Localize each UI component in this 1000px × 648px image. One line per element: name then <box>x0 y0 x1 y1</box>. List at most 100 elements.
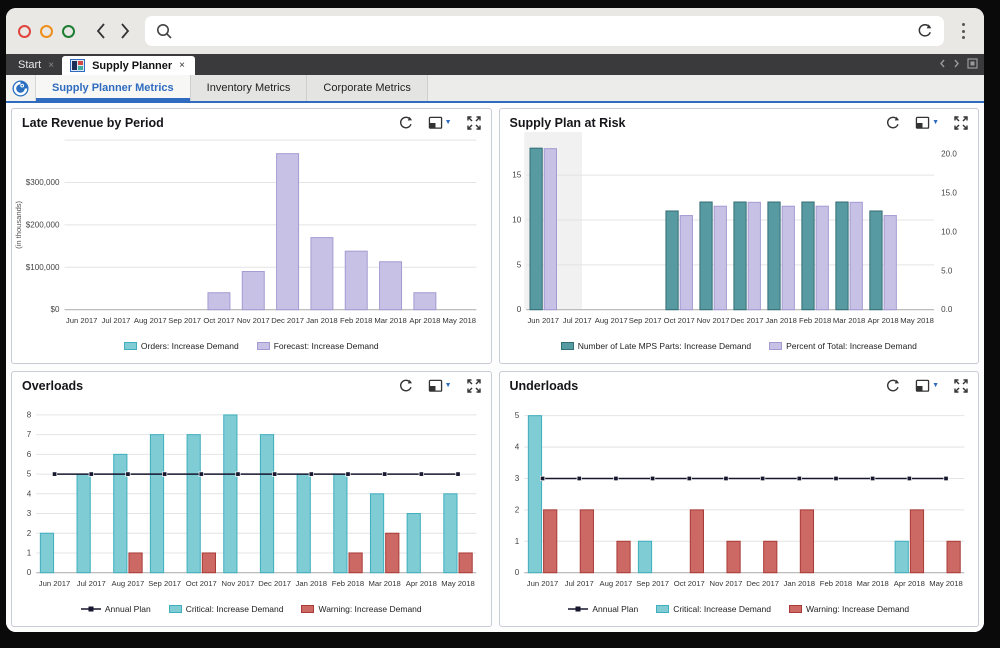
forward-icon <box>121 23 130 39</box>
svg-text:Jul 2017: Jul 2017 <box>562 316 591 325</box>
supply-planner-favicon <box>70 59 86 72</box>
svg-text:3: 3 <box>514 474 519 483</box>
svg-text:Mar 2018: Mar 2018 <box>856 579 888 588</box>
legend-item: Critical: Increase Demand <box>168 604 283 614</box>
svg-text:15.0: 15.0 <box>941 189 957 198</box>
svg-text:Oct 2017: Oct 2017 <box>663 316 694 325</box>
refresh-icon[interactable] <box>398 378 413 393</box>
svg-text:Feb 2018: Feb 2018 <box>819 579 851 588</box>
chart-legend: Annual Plan Critical: Increase Demand Warn… <box>500 603 979 619</box>
chart-legend: Orders: Increase Demand Forecast: Increas… <box>12 340 491 356</box>
back-button[interactable] <box>89 19 113 43</box>
close-tab-icon[interactable]: × <box>48 59 55 71</box>
chevron-down-icon: ▼ <box>932 119 939 126</box>
panel-toolbar: ▼ <box>398 378 481 393</box>
refresh-icon[interactable] <box>916 22 934 40</box>
panel-title: Supply Plan at Risk <box>509 115 626 130</box>
svg-text:(in thousands): (in thousands) <box>14 200 23 248</box>
svg-text:Oct 2017: Oct 2017 <box>673 579 704 588</box>
minimize-window-button[interactable] <box>40 24 53 38</box>
svg-text:Nov 2017: Nov 2017 <box>222 579 255 588</box>
tab-supply-planner[interactable]: Supply Planner × <box>62 56 195 75</box>
tab-corporate-metrics[interactable]: Corporate Metrics <box>307 75 428 101</box>
svg-text:Apr 2018: Apr 2018 <box>406 579 437 588</box>
legend-item: Orders: Increase Demand <box>123 341 239 351</box>
search-input[interactable] <box>181 16 916 46</box>
expand-icon[interactable] <box>466 115 481 130</box>
legend-item: Warning: Increase Demand <box>788 604 909 614</box>
svg-text:Sep 2017: Sep 2017 <box>168 316 201 325</box>
svg-text:2: 2 <box>514 505 519 514</box>
svg-text:Jun 2017: Jun 2017 <box>66 316 98 325</box>
expand-icon[interactable] <box>466 378 481 393</box>
layout-dropdown-icon[interactable]: ▼ <box>915 116 939 130</box>
svg-text:$100,000: $100,000 <box>26 263 60 272</box>
svg-text:10.0: 10.0 <box>941 227 957 236</box>
legend-item: Annual Plan <box>568 604 638 614</box>
svg-text:3: 3 <box>27 509 32 518</box>
panel-header: Overloads ▼ <box>12 372 491 393</box>
svg-text:May 2018: May 2018 <box>441 579 475 588</box>
expand-icon[interactable] <box>954 378 968 393</box>
svg-text:Mar 2018: Mar 2018 <box>832 316 864 325</box>
legend-item: Annual Plan <box>80 604 151 614</box>
svg-text:Sep 2017: Sep 2017 <box>628 316 661 325</box>
zoom-window-button[interactable] <box>62 24 75 38</box>
app-window: Start × Supply Planner × <box>6 8 984 632</box>
tab-list-icon[interactable] <box>967 58 978 69</box>
legend-item: Number of Late MPS Parts: Increase Deman… <box>560 341 751 351</box>
bar-swatch-icon <box>788 604 802 613</box>
tab-inventory-metrics[interactable]: Inventory Metrics <box>190 75 308 101</box>
close-window-button[interactable] <box>18 24 31 38</box>
svg-text:15: 15 <box>512 171 521 180</box>
layout-dropdown-icon[interactable]: ▼ <box>428 116 452 130</box>
panel-header: Late Revenue by Period ▼ <box>12 109 491 130</box>
svg-text:0.0: 0.0 <box>941 305 953 314</box>
svg-text:6: 6 <box>27 450 32 459</box>
svg-text:5.0: 5.0 <box>941 266 953 275</box>
browser-menu-button[interactable] <box>954 18 972 44</box>
svg-text:8: 8 <box>27 410 32 419</box>
refresh-icon[interactable] <box>398 115 413 130</box>
panel-toolbar: ▼ <box>885 115 968 130</box>
address-search-bar[interactable] <box>145 16 944 46</box>
svg-text:$0: $0 <box>50 305 59 314</box>
svg-text:Dec 2017: Dec 2017 <box>730 316 763 325</box>
bar-swatch-icon <box>301 604 315 613</box>
svg-text:2: 2 <box>27 529 32 538</box>
window-controls <box>18 24 75 38</box>
refresh-icon[interactable] <box>885 115 900 130</box>
svg-text:May 2018: May 2018 <box>442 316 476 325</box>
svg-text:Jun 2017: Jun 2017 <box>526 579 558 588</box>
svg-text:May 2018: May 2018 <box>929 579 963 588</box>
panel-header: Underloads ▼ <box>500 372 979 393</box>
svg-text:Aug 2017: Aug 2017 <box>134 316 167 325</box>
chart-legend: Annual Plan Critical: Increase Demand Warn… <box>12 603 491 619</box>
panel-toolbar: ▼ <box>398 115 481 130</box>
svg-text:Jan 2018: Jan 2018 <box>783 579 815 588</box>
svg-text:Jun 2017: Jun 2017 <box>527 316 559 325</box>
svg-text:Dec 2017: Dec 2017 <box>271 316 304 325</box>
refresh-icon[interactable] <box>885 378 900 393</box>
svg-text:Jul 2017: Jul 2017 <box>102 316 131 325</box>
close-tab-icon[interactable]: × <box>179 60 185 71</box>
chevron-down-icon: ▼ <box>444 382 452 389</box>
scroll-tabs-right-icon[interactable] <box>953 59 960 68</box>
tab-start[interactable]: Start × <box>6 59 62 75</box>
svg-text:Dec 2017: Dec 2017 <box>746 579 779 588</box>
panel-title: Overloads <box>22 378 84 393</box>
svg-text:4: 4 <box>27 489 32 498</box>
expand-icon[interactable] <box>954 115 968 130</box>
browser-toolbar <box>6 8 984 54</box>
tab-supply-planner-metrics[interactable]: Supply Planner Metrics <box>36 75 191 101</box>
bar-swatch-icon <box>256 341 270 350</box>
forward-button[interactable] <box>113 19 137 43</box>
accent-divider <box>6 101 984 103</box>
scroll-tabs-left-icon[interactable] <box>939 59 946 68</box>
back-icon <box>96 23 105 39</box>
late-revenue-chart: $0 $100,000 $200,000 $300,000 (in thousands)… <box>14 139 477 325</box>
layout-dropdown-icon[interactable]: ▼ <box>915 379 939 393</box>
layout-dropdown-icon[interactable]: ▼ <box>428 379 452 393</box>
bar-swatch-icon <box>168 604 182 613</box>
